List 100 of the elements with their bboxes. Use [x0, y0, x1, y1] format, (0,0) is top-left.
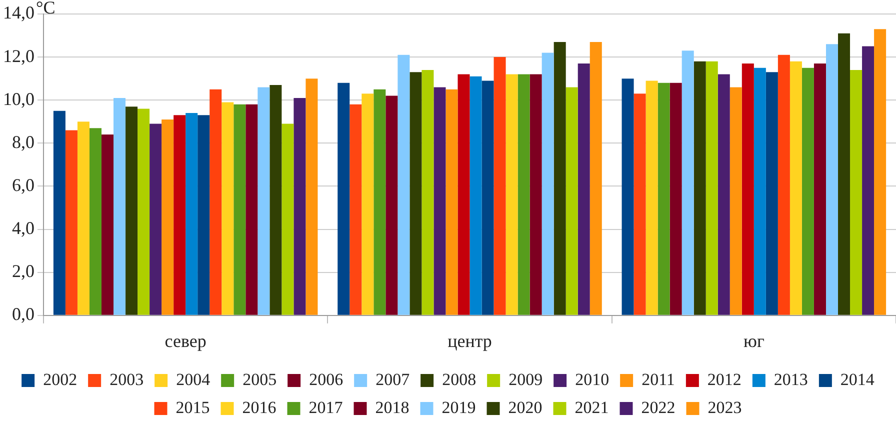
bar [706, 61, 718, 315]
bar [282, 124, 294, 315]
bar [53, 110, 66, 315]
bar [730, 87, 742, 315]
bar [198, 115, 210, 315]
legend-label: 2009 [508, 370, 543, 389]
legend-label: 2013 [774, 370, 808, 389]
bar [566, 87, 578, 315]
legend-label: 2018 [375, 398, 410, 417]
bar [658, 82, 670, 315]
bar [590, 42, 602, 315]
y-tick-label: 12,0 [3, 46, 34, 66]
bar [554, 42, 566, 315]
bar [838, 33, 850, 315]
x-tick-label: центр [448, 330, 492, 351]
bar [210, 89, 222, 315]
y-tick-label: 0,0 [12, 304, 34, 324]
bar [670, 82, 682, 315]
bar [518, 74, 530, 315]
bar [802, 68, 814, 315]
bar [506, 74, 518, 315]
legend-label: 2023 [708, 398, 742, 417]
bar [862, 46, 874, 315]
bar [542, 52, 554, 315]
legend-label: 2008 [442, 370, 476, 389]
bar [766, 72, 778, 315]
bar [150, 124, 162, 315]
bar [246, 104, 258, 315]
bar [89, 128, 102, 315]
bar [338, 82, 350, 315]
legend-label: 2012 [707, 370, 742, 389]
bar [77, 122, 90, 315]
bar [234, 104, 246, 315]
bar [646, 80, 658, 315]
legend-label: 2003 [110, 370, 144, 389]
bar [374, 89, 386, 315]
bar [874, 29, 886, 315]
bar [530, 74, 542, 315]
bar [694, 61, 706, 315]
bar [754, 68, 766, 315]
bar [814, 64, 826, 315]
bar [258, 87, 270, 315]
legend-label: 2005 [242, 370, 277, 389]
legend-label: 2016 [242, 398, 276, 417]
bar [778, 54, 790, 315]
y-tick-label: 10,0 [3, 88, 34, 109]
bar [826, 44, 838, 315]
x-tick-label: север [164, 330, 206, 351]
bar [306, 78, 318, 315]
bar [742, 64, 754, 315]
legend-label: 2022 [641, 398, 676, 417]
bar [350, 104, 362, 315]
y-tick-label: 14,0 [3, 2, 34, 23]
bar [410, 72, 422, 315]
legend-label: 2019 [442, 398, 476, 417]
bar [138, 108, 150, 315]
legend-label: 2002 [43, 370, 78, 389]
bar [634, 94, 646, 315]
legend-label: 2015 [176, 398, 210, 417]
bar [850, 70, 862, 315]
bar [398, 54, 410, 315]
bar [790, 61, 802, 315]
bar [446, 89, 458, 315]
y-axis-title: °C [36, 0, 56, 18]
bar [270, 85, 282, 315]
bar [174, 115, 186, 315]
legend-label: 2020 [508, 398, 542, 417]
bar [65, 130, 78, 315]
bar [470, 76, 482, 315]
bar [622, 78, 634, 315]
bar [186, 113, 198, 315]
bar [682, 50, 694, 315]
y-tick-label: 2,0 [12, 261, 34, 282]
legend-label: 2021 [574, 398, 609, 417]
bar [458, 74, 470, 315]
bar [434, 87, 446, 315]
y-tick-label: 6,0 [12, 174, 34, 195]
legend-label: 2017 [308, 398, 344, 417]
bar [482, 80, 494, 315]
y-tick-label: 4,0 [12, 218, 34, 238]
bar [362, 94, 374, 315]
bar [494, 57, 506, 315]
bar [422, 70, 434, 315]
bar [294, 98, 306, 315]
bar [578, 64, 590, 315]
x-tick-label: юг [743, 330, 764, 351]
bar [162, 119, 174, 315]
legend-label: 2014 [840, 370, 875, 389]
legend-label: 2006 [309, 370, 344, 389]
bar [386, 96, 398, 315]
bar [114, 98, 126, 315]
y-tick-label: 8,0 [12, 132, 34, 152]
bar [126, 106, 138, 315]
bar [222, 102, 234, 315]
bar [101, 134, 114, 315]
bar [718, 74, 730, 315]
legend-label: 2004 [176, 370, 211, 389]
legend-label: 2010 [575, 370, 610, 389]
legend-label: 2007 [376, 370, 410, 389]
legend-label: 2011 [642, 370, 675, 389]
